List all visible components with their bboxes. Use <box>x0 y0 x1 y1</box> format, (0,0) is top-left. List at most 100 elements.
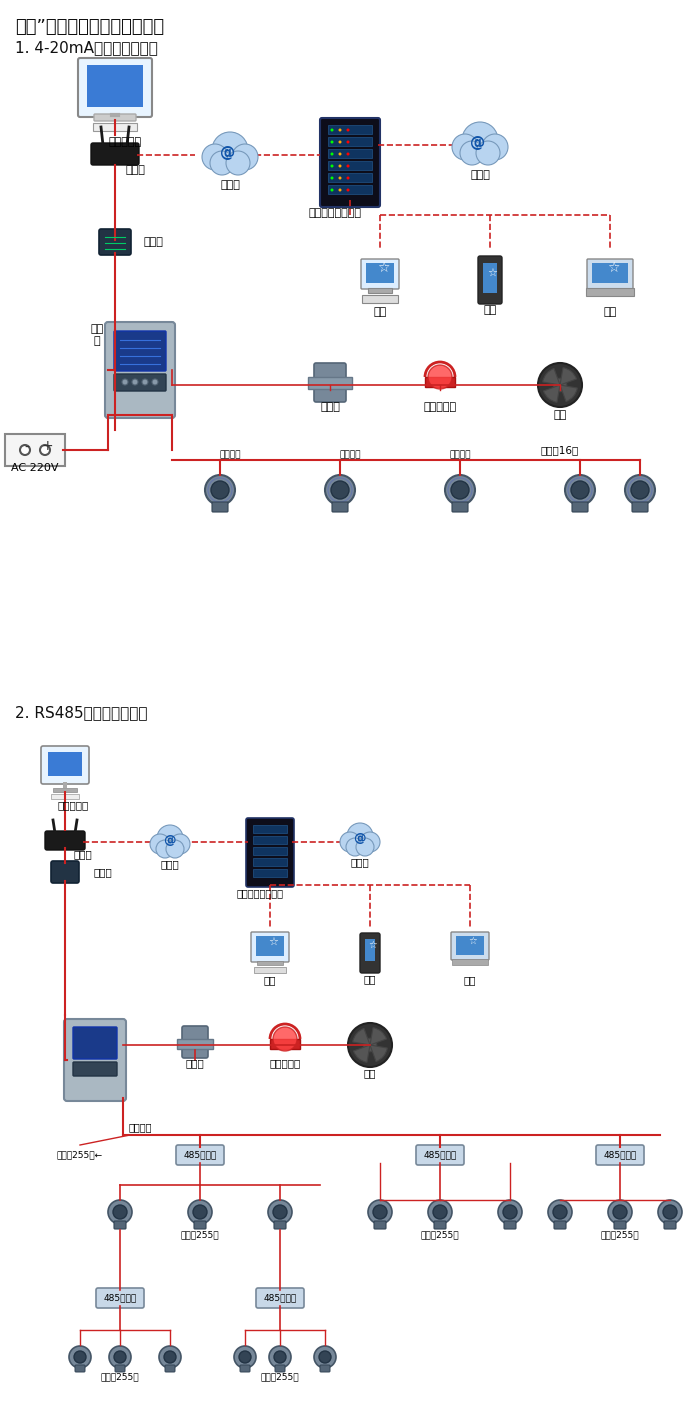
Text: ☆: ☆ <box>468 936 477 946</box>
Bar <box>328 184 372 194</box>
FancyBboxPatch shape <box>78 58 152 117</box>
Circle shape <box>339 189 342 191</box>
Circle shape <box>462 122 498 158</box>
FancyBboxPatch shape <box>114 1221 126 1228</box>
FancyBboxPatch shape <box>114 331 166 371</box>
Text: 单机版电脑: 单机版电脑 <box>57 801 89 810</box>
Text: 可连接255台: 可连接255台 <box>101 1372 139 1382</box>
Circle shape <box>565 476 595 505</box>
Text: @: @ <box>470 135 486 151</box>
Text: 转换器: 转换器 <box>143 236 163 248</box>
Bar <box>328 160 372 170</box>
Bar <box>456 936 484 955</box>
FancyBboxPatch shape <box>194 1221 206 1228</box>
Circle shape <box>553 1204 567 1218</box>
Circle shape <box>360 832 380 853</box>
Text: ☆: ☆ <box>607 262 620 274</box>
Bar <box>368 288 392 293</box>
Wedge shape <box>543 386 560 402</box>
Circle shape <box>346 176 349 180</box>
Text: 2. RS485信号连接系统图: 2. RS485信号连接系统图 <box>15 705 148 720</box>
Circle shape <box>339 152 342 156</box>
Circle shape <box>142 378 148 386</box>
Circle shape <box>346 141 349 144</box>
Circle shape <box>330 189 333 191</box>
Circle shape <box>74 1351 86 1363</box>
FancyBboxPatch shape <box>176 1145 224 1165</box>
Text: ☆: ☆ <box>268 937 278 947</box>
Circle shape <box>108 1200 132 1224</box>
Circle shape <box>132 378 138 386</box>
Circle shape <box>40 445 50 454</box>
Circle shape <box>613 1204 627 1218</box>
FancyBboxPatch shape <box>212 502 228 512</box>
Text: 安帕尔网络服务器: 安帕尔网络服务器 <box>309 208 361 218</box>
FancyBboxPatch shape <box>91 144 139 165</box>
Circle shape <box>625 476 655 505</box>
Circle shape <box>346 839 364 855</box>
FancyBboxPatch shape <box>360 933 380 974</box>
Circle shape <box>330 141 333 144</box>
Wedge shape <box>353 1029 370 1045</box>
Circle shape <box>226 151 250 174</box>
Circle shape <box>368 1200 392 1224</box>
Circle shape <box>482 134 508 160</box>
FancyBboxPatch shape <box>374 1221 386 1228</box>
Text: 可连接255台←: 可连接255台← <box>57 1151 103 1159</box>
Bar <box>483 263 497 293</box>
Bar <box>253 870 287 877</box>
Text: 路由器: 路由器 <box>74 848 92 860</box>
Text: @: @ <box>162 834 175 847</box>
Text: ☆: ☆ <box>487 267 497 279</box>
Text: 可连接16个: 可连接16个 <box>541 445 579 454</box>
FancyBboxPatch shape <box>664 1221 676 1228</box>
Circle shape <box>150 834 170 854</box>
Bar <box>328 173 372 182</box>
Text: 手机: 手机 <box>364 974 377 983</box>
FancyBboxPatch shape <box>587 259 633 288</box>
Text: 485中继器: 485中继器 <box>263 1293 297 1303</box>
Circle shape <box>188 1200 212 1224</box>
Bar <box>253 825 287 833</box>
Bar <box>257 961 283 965</box>
Circle shape <box>319 1351 331 1363</box>
Bar <box>253 836 287 844</box>
Bar <box>592 263 628 283</box>
Circle shape <box>346 152 349 156</box>
Circle shape <box>210 151 234 174</box>
Circle shape <box>348 1023 392 1067</box>
Circle shape <box>346 128 349 131</box>
Bar <box>362 295 398 303</box>
Circle shape <box>109 1346 131 1368</box>
Text: 通讯
线: 通讯 线 <box>90 324 104 346</box>
FancyBboxPatch shape <box>182 1026 208 1058</box>
Bar <box>270 1038 300 1050</box>
Circle shape <box>152 378 158 386</box>
FancyBboxPatch shape <box>99 229 131 255</box>
Circle shape <box>460 141 484 165</box>
Circle shape <box>503 1204 517 1218</box>
Text: 终端: 终端 <box>463 975 476 985</box>
Text: +: + <box>41 439 52 453</box>
Text: 路由器: 路由器 <box>125 165 145 174</box>
FancyBboxPatch shape <box>554 1221 566 1228</box>
FancyBboxPatch shape <box>73 1062 117 1076</box>
FancyBboxPatch shape <box>320 1365 330 1372</box>
Text: @: @ <box>353 833 365 846</box>
Circle shape <box>157 825 183 851</box>
Circle shape <box>433 1204 447 1218</box>
Text: 485中继器: 485中继器 <box>424 1151 456 1159</box>
Bar <box>366 263 394 283</box>
Circle shape <box>274 1351 286 1363</box>
Circle shape <box>571 481 589 499</box>
Text: AC 220V: AC 220V <box>11 463 59 473</box>
Circle shape <box>122 378 128 386</box>
Circle shape <box>212 132 248 167</box>
Text: 手机: 手机 <box>484 305 496 315</box>
Circle shape <box>340 832 360 853</box>
FancyBboxPatch shape <box>416 1145 464 1165</box>
Circle shape <box>373 1204 387 1218</box>
FancyBboxPatch shape <box>75 1365 85 1372</box>
Bar <box>365 938 375 961</box>
FancyBboxPatch shape <box>5 433 65 466</box>
